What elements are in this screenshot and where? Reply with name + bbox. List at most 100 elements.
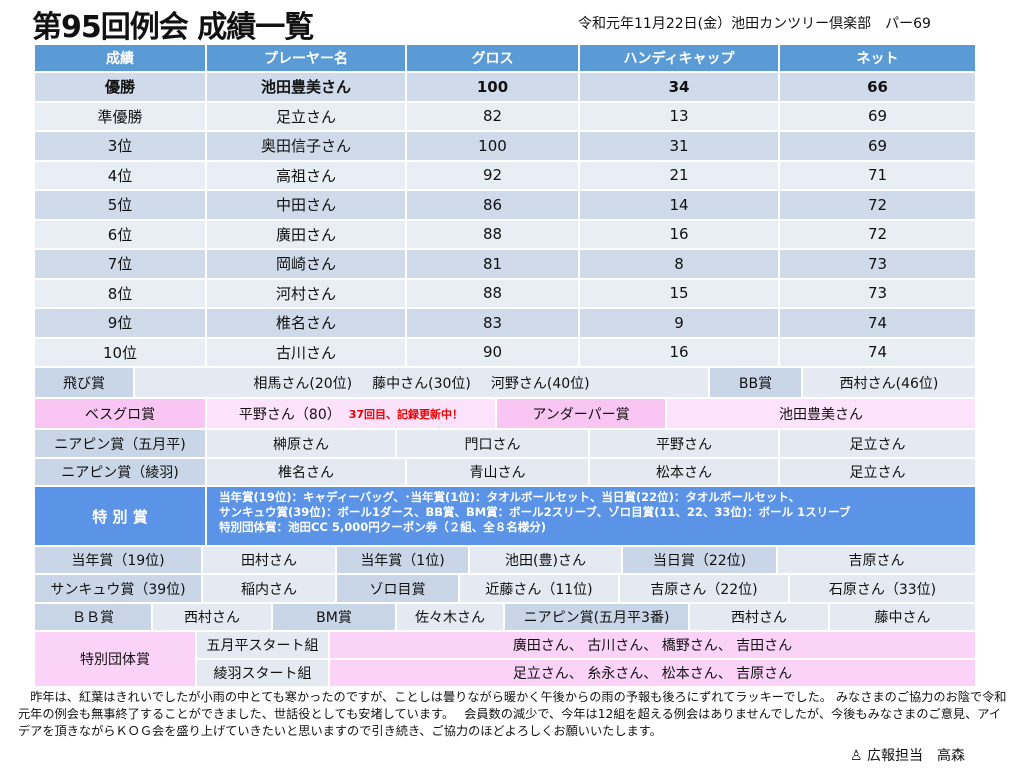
special-prize-line: サンキュウ賞(39位)：ボール1ダース、BB賞、BM賞：ボール2スリーブ、ゾロ目… xyxy=(219,505,851,519)
result-cell: 21 xyxy=(580,161,780,191)
award-row: サンキュウ賞（39位) 稲内さん ゾロ目賞 近藤さん（11位) 吉原さん（22位) 石原さ… xyxy=(35,575,977,604)
result-cell: 31 xyxy=(580,132,780,162)
cell-text: 池田(豊)さん xyxy=(505,553,586,569)
award-row: 当年賞（19位) 田村さん 当年賞（1位) 池田(豊)さん 当日賞（22位) 吉原さん xyxy=(35,547,977,575)
table-row: 8位 河村さん 88 15 73 xyxy=(35,279,977,309)
award-label: アンダーパー賞 xyxy=(497,399,667,430)
winner-name: 藤中さん(30位) xyxy=(372,375,471,392)
result-cell: 3位 xyxy=(35,132,207,162)
cell-text: 88 xyxy=(482,284,503,303)
award-value: 榊原さん xyxy=(207,430,397,459)
cell-text: サンキュウ賞（39位) xyxy=(50,581,186,598)
result-cell: 81 xyxy=(407,250,580,280)
award-value: 門口さん xyxy=(397,430,590,459)
result-cell: 準優勝 xyxy=(35,102,207,132)
event-info: 令和元年11月22日(金）池田カンツリー倶楽部 パー69 xyxy=(578,16,931,32)
award-value: 椎名さん xyxy=(207,459,407,487)
award-value: 足立さん xyxy=(780,430,977,459)
award-label: 当年賞（1位) xyxy=(337,547,470,575)
header-label: グロス xyxy=(471,51,514,67)
footer-message: 昨年は、紅葉はきれいでしたが小雨の中とても寒かったのですが、ことしは曇りながら暖… xyxy=(18,690,1007,738)
group-members: 廣田さん、 古川さん、 橋野さん、 吉田さん xyxy=(330,632,977,660)
header-label: 成績 xyxy=(106,51,134,67)
cell-text: 73 xyxy=(867,284,888,303)
award-row: ニアピン賞（綾羽) 椎名さん 青山さん 松本さん 足立さん xyxy=(35,459,977,487)
winner-name: 相馬さん(20位) xyxy=(253,375,353,392)
cell-text: 当年賞（19位) xyxy=(71,553,165,569)
column-header: グロス xyxy=(407,45,580,73)
cell-text: 74 xyxy=(867,343,888,362)
result-cell: 中田さん xyxy=(207,191,407,221)
award-value: 近藤さん（11位) xyxy=(460,575,620,604)
person-icon: ♙ xyxy=(850,748,868,764)
result-cell: 廣田さん xyxy=(207,220,407,250)
column-header: ハンディキャップ xyxy=(580,45,780,73)
cell-text: ニアピン賞(五月平3番) xyxy=(523,610,670,626)
award-value: 西村さん(46位) xyxy=(803,368,977,399)
cell-text: 21 xyxy=(669,166,689,185)
group-award-label: 特別団体賞 xyxy=(35,632,197,688)
cell-text: 72 xyxy=(867,195,888,214)
cell-text: 足立さん xyxy=(849,436,906,453)
cell-text: ＢＢ賞 xyxy=(72,610,114,626)
cell-text: 岡崎さん xyxy=(275,255,336,274)
result-cell: 16 xyxy=(580,338,780,368)
cell-text: 青山さん xyxy=(469,465,526,481)
result-cell: 100 xyxy=(407,132,580,162)
column-header: 成績 xyxy=(35,45,207,73)
cell-text: 73 xyxy=(867,254,888,273)
award-value: 稲内さん xyxy=(203,575,337,604)
result-cell: 13 xyxy=(580,102,780,132)
result-cell: 優勝 xyxy=(35,73,207,103)
cell-text: 7位 xyxy=(107,255,133,274)
award-label: ニアピン賞（綾羽) xyxy=(35,459,207,487)
header-label: プレーヤー名 xyxy=(264,51,348,67)
cell-text: 藤中さん xyxy=(874,610,931,626)
group-row: 綾羽スタート組 足立さん、 糸永さん、 松本さん、 吉原さん xyxy=(197,660,977,688)
award-row: 特 別 賞 当年賞(19位)：キャディーバッグ、･当年賞(1位)：タオルボールセッ… xyxy=(35,487,977,547)
cell-text: 松本さん xyxy=(656,465,712,481)
cell-text: 16 xyxy=(669,343,689,362)
page-title: 第95回例会 成績一覧 xyxy=(32,10,314,45)
special-prize-line: 当年賞(19位)：キャディーバッグ、･当年賞(1位)：タオルボールセット、当日賞… xyxy=(219,490,801,504)
award-label: 飛び賞 xyxy=(35,368,135,399)
result-cell: 34 xyxy=(580,73,780,103)
group-members: 足立さん、 糸永さん、 松本さん、 吉原さん xyxy=(330,660,977,688)
cell-text: 特 別 賞 xyxy=(92,507,148,526)
cell-text: 榊原さん xyxy=(273,436,329,453)
cell-text: 9位 xyxy=(107,314,133,333)
award-label: BB賞 xyxy=(710,368,803,399)
cell-text: 五月平スタート組 xyxy=(206,638,319,654)
cell-text: 34 xyxy=(668,77,690,96)
table-row: 10位 古川さん 90 16 74 xyxy=(35,338,977,368)
award-label: ＢＢ賞 xyxy=(35,604,153,632)
result-cell: 73 xyxy=(780,250,977,280)
award-value: 当年賞(19位)：キャディーバッグ、･当年賞(1位)：タオルボールセット、当日賞… xyxy=(207,487,977,547)
cell-text: 88 xyxy=(482,225,503,244)
result-cell: 16 xyxy=(580,220,780,250)
result-cell: 古川さん xyxy=(207,338,407,368)
cell-text: 河村さん xyxy=(275,284,336,303)
cell-text: 吉原さん（22位) xyxy=(650,581,758,598)
result-cell: 90 xyxy=(407,338,580,368)
award-label: 当日賞（22位) xyxy=(623,547,778,575)
award-label: 当年賞（19位) xyxy=(35,547,203,575)
cell-text: 92 xyxy=(482,166,503,185)
record-note: 37回目、記録更新中！ xyxy=(348,407,464,421)
header-label: ネット xyxy=(856,51,899,67)
result-cell: 69 xyxy=(780,132,977,162)
result-cell: 8位 xyxy=(35,279,207,309)
result-cell: 池田豊美さん xyxy=(207,73,407,103)
cell-text: 8 xyxy=(674,254,684,273)
cell-text: 高祖さん xyxy=(275,166,336,185)
result-cell: 88 xyxy=(407,220,580,250)
award-value: 池田(豊)さん xyxy=(470,547,623,575)
result-cell: 66 xyxy=(780,73,977,103)
cell-text: 81 xyxy=(482,254,503,273)
result-cell: 69 xyxy=(780,102,977,132)
award-label: BM賞 xyxy=(273,604,397,632)
cell-text: 14 xyxy=(669,195,689,214)
cell-text: BB賞 xyxy=(738,375,773,392)
cell-text: 足立さん xyxy=(275,107,336,126)
result-cell: 74 xyxy=(780,338,977,368)
